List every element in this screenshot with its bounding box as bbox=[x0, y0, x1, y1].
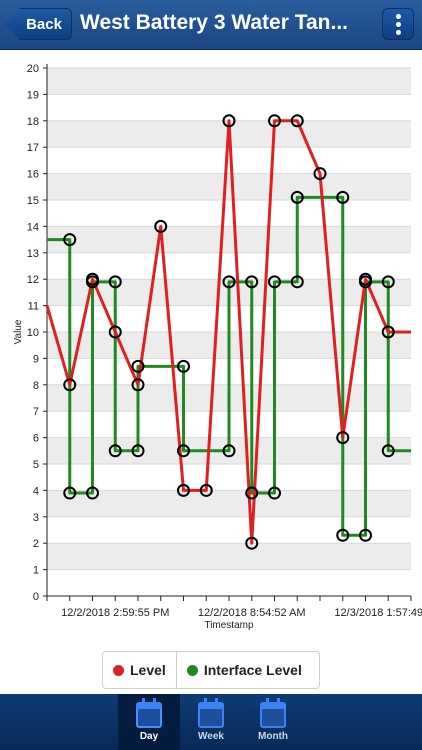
y-tick-label: 15 bbox=[27, 195, 39, 207]
chart-area: 0 1 2 3 4 5 6 7 8 9 10 11 12 13 14 15 16 17 18 19 20 12/2/201… bbox=[0, 50, 422, 640]
y-tick-label: 20 bbox=[27, 63, 39, 75]
legend-item-level[interactable]: Level bbox=[103, 652, 176, 688]
data-point-marker bbox=[86, 275, 99, 289]
y-tick-label: 7 bbox=[33, 406, 39, 418]
tab-month-label: Month bbox=[258, 731, 288, 742]
calendar-icon bbox=[136, 698, 162, 728]
line-chart: 0123456789101112131415161718192012/2/201… bbox=[13, 63, 422, 631]
tab-month[interactable]: Month bbox=[242, 694, 304, 750]
data-point-marker bbox=[381, 325, 395, 339]
data-point-marker bbox=[313, 167, 327, 181]
tab-week[interactable]: Week bbox=[180, 694, 242, 750]
legend-dot-icon bbox=[113, 664, 124, 676]
tab-bar: Day Week Month bbox=[0, 694, 422, 750]
y-tick-label: 3 bbox=[33, 512, 39, 524]
x-axis-title: Timestamp bbox=[204, 620, 254, 631]
data-point-marker bbox=[222, 444, 236, 458]
back-button[interactable]: Back bbox=[6, 8, 72, 40]
data-point-marker bbox=[131, 378, 145, 392]
y-tick-label: 12 bbox=[27, 274, 39, 286]
data-point-marker bbox=[222, 114, 236, 128]
data-point-marker bbox=[199, 483, 213, 497]
data-point-marker bbox=[108, 325, 122, 339]
data-point-marker bbox=[336, 190, 350, 204]
data-point-marker bbox=[177, 359, 190, 373]
grid-band bbox=[47, 173, 411, 200]
data-point-marker bbox=[245, 486, 259, 500]
y-tick-label: 5 bbox=[33, 459, 39, 471]
data-point-marker bbox=[290, 114, 304, 128]
y-tick-label: 17 bbox=[27, 142, 39, 154]
legend-dot-icon bbox=[186, 664, 198, 676]
menu-button[interactable] bbox=[382, 8, 414, 40]
data-point-marker bbox=[381, 444, 395, 458]
data-point-marker bbox=[222, 275, 236, 289]
x-tick-label: 12/3/2018 1:57:49 AM bbox=[334, 607, 422, 619]
data-point-marker bbox=[359, 528, 372, 542]
grid-band bbox=[47, 226, 411, 253]
y-tick-label: 8 bbox=[33, 380, 39, 392]
x-tick-label: 12/2/2018 2:59:55 PM bbox=[61, 607, 169, 619]
y-tick-label: 16 bbox=[27, 169, 39, 181]
grid-band bbox=[47, 68, 411, 95]
data-point-marker bbox=[177, 444, 190, 458]
back-button-label: Back bbox=[26, 15, 62, 33]
legend-label-level: Level bbox=[130, 662, 166, 678]
data-point-marker bbox=[336, 528, 350, 542]
grid-band bbox=[47, 543, 411, 570]
tab-week-label: Week bbox=[198, 731, 224, 742]
data-point-marker bbox=[381, 275, 395, 289]
data-point-marker bbox=[177, 483, 190, 497]
vertical-ellipsis-icon bbox=[395, 13, 401, 19]
y-axis-title: Value bbox=[13, 319, 24, 344]
data-point-marker bbox=[63, 233, 77, 247]
data-point-marker bbox=[359, 275, 372, 289]
y-tick-label: 9 bbox=[33, 353, 39, 365]
y-tick-label: 18 bbox=[27, 116, 39, 128]
y-tick-label: 6 bbox=[33, 433, 39, 445]
tab-day-label: Day bbox=[139, 731, 159, 742]
data-point-marker bbox=[63, 378, 77, 392]
tab-day[interactable]: Day bbox=[118, 694, 180, 750]
vertical-ellipsis-icon bbox=[395, 21, 401, 27]
data-point-marker bbox=[131, 359, 145, 373]
y-tick-label: 11 bbox=[28, 301, 39, 313]
y-tick-label: 19 bbox=[27, 89, 39, 101]
data-point-marker bbox=[86, 486, 99, 500]
page-title: West Battery 3 Water Tan... bbox=[80, 11, 349, 34]
grid-band bbox=[47, 490, 411, 517]
legend-label-interface-level: Interface Level bbox=[203, 662, 302, 678]
data-point-marker bbox=[245, 275, 259, 289]
legend-item-interface-level[interactable]: Interface Level bbox=[175, 652, 312, 688]
data-point-marker bbox=[63, 486, 77, 500]
chart-legend: Level Interface Level bbox=[102, 651, 320, 689]
data-point-marker bbox=[290, 275, 304, 289]
data-point-marker bbox=[268, 275, 281, 289]
series-line-level bbox=[45, 119, 411, 545]
y-tick-label: 4 bbox=[33, 485, 39, 497]
data-point-marker bbox=[268, 114, 281, 128]
y-tick-label: 13 bbox=[27, 248, 39, 260]
y-tick-label: 0 bbox=[33, 591, 39, 603]
calendar-icon bbox=[198, 698, 224, 728]
calendar-icon bbox=[260, 698, 286, 728]
x-tick-label: 12/2/2018 8:54:52 AM bbox=[198, 607, 306, 619]
y-tick-label: 14 bbox=[27, 221, 39, 233]
y-tick-label: 1 bbox=[33, 565, 39, 577]
data-point-marker bbox=[154, 219, 168, 233]
data-point-marker bbox=[131, 444, 145, 458]
data-point-marker bbox=[108, 444, 122, 458]
y-tick-label: 10 bbox=[27, 327, 39, 339]
nav-header: Back West Battery 3 Water Tan... bbox=[0, 0, 422, 50]
vertical-ellipsis-icon bbox=[395, 29, 401, 35]
data-point-marker bbox=[336, 431, 350, 445]
data-point-marker bbox=[108, 275, 122, 289]
data-point-marker bbox=[268, 486, 281, 500]
data-point-marker bbox=[290, 190, 304, 204]
y-tick-label: 2 bbox=[33, 538, 39, 550]
data-point-marker bbox=[245, 536, 259, 550]
